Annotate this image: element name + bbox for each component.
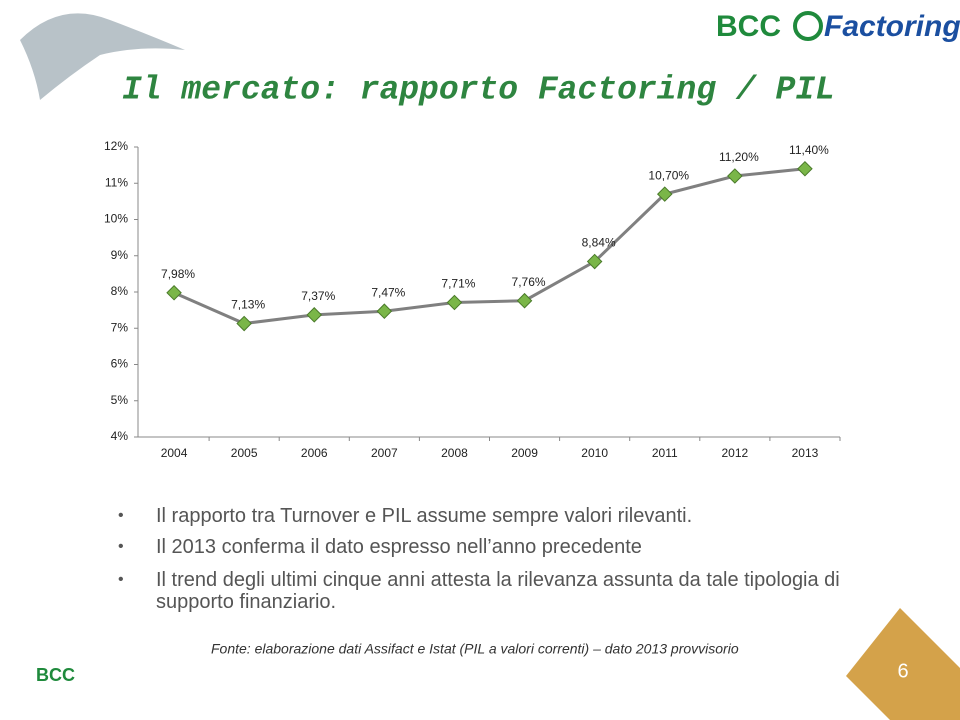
- x-tick-label: 2006: [301, 446, 328, 460]
- footer-logo: BCC: [36, 665, 75, 685]
- x-tick-label: 2007: [371, 446, 398, 460]
- x-tick-label: 2005: [231, 446, 258, 460]
- logo-factoring: Factoring: [824, 10, 960, 43]
- marker: [446, 294, 463, 311]
- y-tick-label: 8%: [111, 284, 129, 298]
- y-tick-label: 11%: [105, 175, 128, 189]
- y-tick-label: 5%: [111, 393, 129, 407]
- value-label: 7,76%: [512, 275, 546, 289]
- x-tick-label: 2012: [721, 446, 748, 460]
- logo-bcc: BCC: [716, 10, 781, 43]
- y-tick-label: 12%: [104, 139, 128, 153]
- y-tick-label: 9%: [111, 248, 129, 262]
- bullet: • Il trend degli ultimi cinque anni attes…: [118, 569, 840, 613]
- value-label: 10,70%: [648, 168, 689, 182]
- page-number: 6: [897, 660, 908, 682]
- page-corner: [846, 608, 960, 720]
- x-tick-label: 2011: [652, 446, 678, 460]
- marker: [516, 292, 533, 309]
- bullet-text: Il 2013 conferma il dato espresso nell’a…: [156, 536, 642, 558]
- marker: [376, 303, 393, 319]
- marker: [306, 307, 323, 323]
- marker: [586, 253, 603, 270]
- bullet-text: Il rapporto tra Turnover e PIL assume se…: [156, 505, 693, 527]
- x-tick-label: 2010: [581, 446, 608, 460]
- decor-image: [20, 13, 185, 101]
- marker: [236, 315, 252, 332]
- y-tick-label: 10%: [104, 212, 128, 226]
- value-label: 7,47%: [371, 285, 405, 299]
- value-label: 7,13%: [231, 298, 265, 312]
- x-tick-label: 2013: [792, 446, 819, 460]
- bullet: • Il 2013 conferma il dato espresso nell’…: [118, 536, 642, 558]
- x-tick-label: 2004: [161, 446, 188, 460]
- logo-mark: [793, 11, 823, 41]
- value-label: 7,98%: [161, 267, 195, 281]
- marker: [727, 168, 743, 184]
- value-label: 11,40%: [789, 143, 829, 157]
- y-tick-label: 4%: [111, 429, 129, 443]
- value-label: 7,71%: [441, 277, 475, 291]
- value-label: 8,84%: [582, 236, 616, 250]
- bullet-text: Il trend degli ultimi cinque anni attest…: [156, 569, 840, 613]
- x-tick-label: 2009: [511, 446, 538, 460]
- x-tick-label: 2008: [441, 446, 468, 460]
- marker: [656, 186, 673, 202]
- bullet: • Il rapporto tra Turnover e PIL assume s…: [118, 505, 693, 527]
- y-tick-label: 6%: [111, 357, 129, 371]
- value-label: 11,20%: [719, 150, 759, 164]
- slide-title: Il mercato: rapporto Factoring / PIL: [122, 72, 835, 109]
- series-line: [173, 167, 806, 326]
- y-tick-label: 7%: [111, 320, 129, 334]
- marker: [166, 284, 182, 301]
- value-label: 7,37%: [301, 289, 335, 303]
- marker: [797, 160, 813, 177]
- source-note: Fonte: elaborazione dati Assifact e Ista…: [211, 641, 739, 657]
